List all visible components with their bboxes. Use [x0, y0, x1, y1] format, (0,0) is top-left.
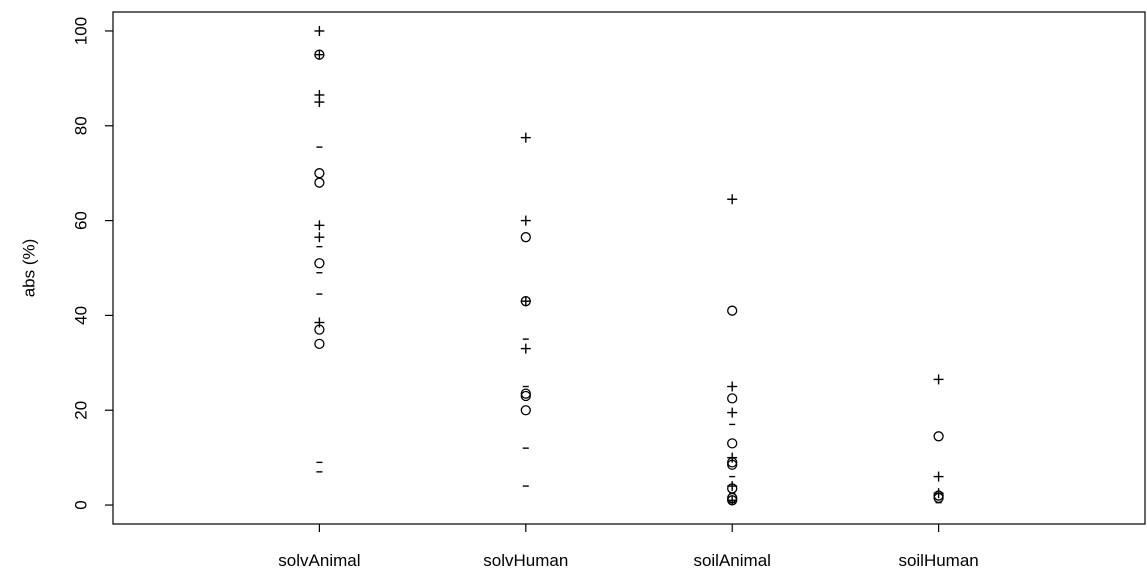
y-tick-label: 20: [71, 401, 90, 420]
data-point-plus: [520, 132, 531, 143]
data-point-plus: [727, 381, 738, 392]
data-point-plus: [314, 232, 325, 243]
y-tick-label: 60: [71, 211, 90, 230]
data-point-circle: [520, 390, 531, 402]
data-point-plus: [314, 97, 325, 108]
data-point-plus: [520, 343, 531, 354]
data-point-circle: [314, 177, 325, 188]
x-tick-label: soilAnimal: [693, 551, 770, 570]
y-axis-title: abs (%): [19, 239, 38, 298]
data-point-plus: [727, 481, 738, 492]
y-axis: 0 20 40 60 80 100: [71, 17, 113, 510]
data-point-plus: [933, 488, 944, 499]
data-point-plus: [314, 317, 325, 328]
y-tick-label: 80: [71, 116, 90, 135]
data-point-plus: [933, 471, 944, 482]
data-point-plus: [314, 220, 325, 231]
data-point-plus: [933, 374, 944, 385]
plot-frame: [112, 11, 1146, 525]
data-point-circle: [314, 168, 325, 179]
data-point-circle: [727, 393, 738, 404]
y-tick-label: 100: [71, 17, 90, 45]
data-point-plus: [727, 495, 738, 506]
data-point-circle: [520, 232, 531, 243]
data-point-plus: [314, 25, 325, 36]
x-axis: solvAnimal solvHuman soilAnimal soilHuman: [278, 524, 979, 570]
data-point-circle: [727, 438, 738, 449]
y-tick-label: 0: [71, 500, 90, 509]
data-point-circle: [520, 405, 531, 416]
data-point-circle: [727, 305, 738, 316]
data-point-circle: [933, 431, 944, 442]
data-point-plus: [314, 49, 325, 60]
x-tick-label: solvAnimal: [278, 551, 360, 570]
data-point-plus: [520, 296, 531, 307]
data-points: [314, 25, 944, 506]
y-tick-label: 40: [71, 306, 90, 325]
x-tick-label: soilHuman: [898, 551, 978, 570]
data-point-circle: [314, 258, 325, 269]
data-point-plus: [520, 215, 531, 226]
data-point-plus: [727, 194, 738, 205]
data-point-circle: [314, 338, 325, 350]
data-point-plus: [727, 452, 738, 463]
data-point-plus: [727, 407, 738, 418]
x-tick-label: solvHuman: [483, 551, 568, 570]
